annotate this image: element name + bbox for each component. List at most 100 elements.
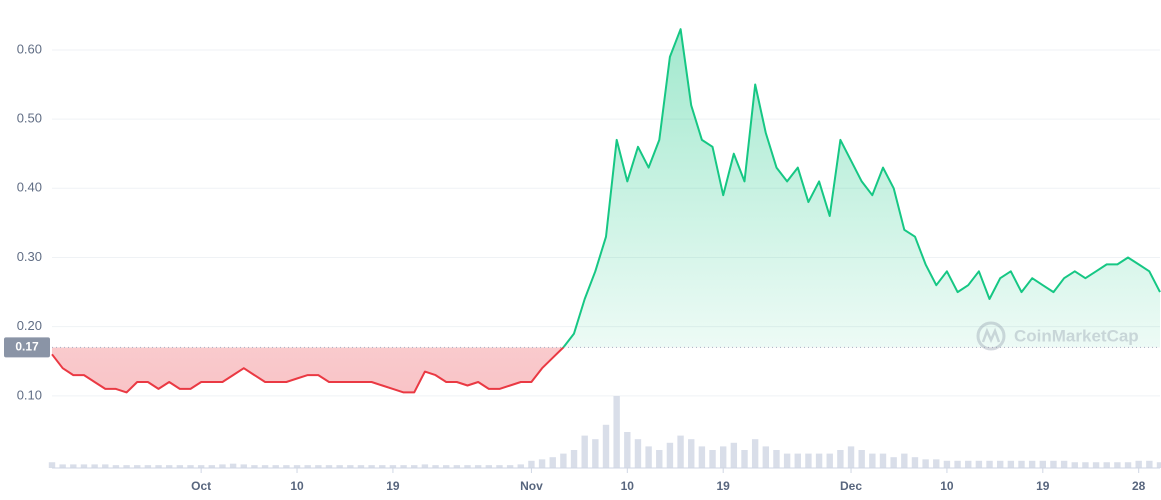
volume-bar bbox=[155, 465, 162, 468]
price-line bbox=[51, 28, 1161, 394]
watermark: CoinMarketCap bbox=[976, 321, 1139, 351]
volume-bar bbox=[954, 460, 961, 468]
volume-bar bbox=[442, 465, 450, 468]
volume-bar bbox=[549, 457, 556, 468]
volume-bar bbox=[91, 464, 98, 468]
volume-bar bbox=[112, 465, 120, 468]
volume-bar bbox=[304, 465, 311, 468]
volume-bar bbox=[176, 465, 184, 468]
volume-bar bbox=[879, 453, 887, 468]
volume-bar bbox=[996, 460, 1004, 468]
volume-bar bbox=[496, 465, 503, 468]
volume-bar bbox=[975, 460, 983, 468]
volume-bar bbox=[688, 439, 695, 468]
volume-bar bbox=[965, 460, 972, 468]
volume-bar bbox=[869, 453, 876, 468]
volume-bar bbox=[187, 465, 194, 468]
volume-bar bbox=[762, 446, 770, 468]
volume-bar bbox=[709, 450, 716, 468]
volume-bar bbox=[485, 465, 493, 468]
volume-bar bbox=[240, 464, 247, 468]
volume-bar bbox=[517, 464, 524, 468]
volume-bar bbox=[347, 465, 354, 468]
volume-bar bbox=[805, 453, 812, 468]
volume-bar bbox=[1092, 462, 1100, 468]
volume-bar bbox=[208, 465, 216, 468]
x-tick-label: 28 bbox=[1132, 479, 1146, 493]
volume-bar bbox=[751, 439, 759, 468]
y-tick-label: 0.10 bbox=[17, 387, 42, 402]
y-tick-label: 0.60 bbox=[17, 41, 42, 56]
volume-bar bbox=[102, 464, 109, 468]
volume-bar bbox=[1028, 460, 1036, 468]
volume-bar bbox=[602, 424, 610, 468]
volume-bar bbox=[794, 453, 801, 468]
volume-bar bbox=[1050, 460, 1057, 468]
volume-bar bbox=[901, 453, 908, 468]
volume-bar bbox=[890, 457, 897, 468]
volume-bar bbox=[315, 465, 322, 468]
volume-bar bbox=[165, 465, 173, 468]
volume-bar bbox=[1103, 462, 1110, 468]
volume-bar bbox=[613, 396, 620, 468]
volume-bar bbox=[48, 462, 56, 468]
volume-bar bbox=[677, 435, 684, 468]
volume-bar bbox=[389, 465, 397, 468]
volume-bar bbox=[783, 453, 791, 468]
volume-bar bbox=[826, 453, 833, 468]
x-tick-label: Dec bbox=[840, 479, 862, 493]
volume-bar bbox=[1156, 462, 1161, 468]
volume-bar bbox=[70, 464, 77, 468]
x-tick-label: 19 bbox=[1036, 479, 1050, 493]
volume-bar bbox=[1060, 460, 1068, 468]
volume-bar bbox=[336, 465, 343, 468]
volume-bar bbox=[272, 465, 279, 468]
volume-bar bbox=[59, 464, 66, 468]
volume-bar bbox=[1124, 462, 1132, 468]
baseline-label-bg bbox=[4, 337, 50, 358]
volume-bar bbox=[719, 446, 727, 468]
volume-bar bbox=[134, 465, 141, 468]
volume-bar bbox=[506, 465, 514, 468]
volume-bar bbox=[815, 453, 823, 468]
volume-bar bbox=[1018, 460, 1025, 468]
volume-bar bbox=[933, 459, 940, 468]
volume-bar bbox=[624, 432, 631, 468]
volume-bar bbox=[741, 450, 748, 468]
volume-bar bbox=[911, 457, 919, 468]
volume-bar bbox=[229, 463, 237, 468]
volume-bar bbox=[986, 460, 993, 468]
x-tick-label: 10 bbox=[290, 479, 304, 493]
volume-bar bbox=[922, 459, 929, 468]
volume-bar bbox=[261, 465, 269, 468]
volume-bar bbox=[634, 439, 642, 468]
volume-bar bbox=[645, 446, 652, 468]
baseline-label: 0.17 bbox=[15, 340, 39, 354]
y-tick-label: 0.20 bbox=[17, 318, 42, 333]
y-tick-label: 0.30 bbox=[17, 249, 42, 264]
volume-bar bbox=[858, 450, 865, 468]
volume-bar bbox=[251, 465, 258, 468]
volume-bar bbox=[283, 465, 290, 468]
volume-bar bbox=[1082, 462, 1089, 468]
volume-bar bbox=[560, 453, 567, 468]
y-tick-label: 0.50 bbox=[17, 111, 42, 126]
volume-bar bbox=[847, 446, 855, 468]
volume-bar bbox=[730, 442, 738, 468]
volume-bar bbox=[432, 465, 439, 468]
volume-bar bbox=[698, 446, 706, 468]
volume-bar bbox=[656, 450, 663, 468]
volume-bar bbox=[1114, 462, 1121, 468]
volume-bar bbox=[773, 450, 780, 468]
volume-bar bbox=[80, 464, 88, 468]
volume-bar bbox=[400, 465, 407, 468]
volume-bar bbox=[293, 465, 301, 468]
volume-bar bbox=[379, 465, 386, 468]
volume-bar bbox=[528, 460, 535, 468]
volume-bar bbox=[1071, 462, 1078, 468]
volume-bar bbox=[570, 450, 578, 468]
x-tick-label: Oct bbox=[191, 479, 211, 493]
watermark-text: CoinMarketCap bbox=[1014, 326, 1139, 345]
volume-bar bbox=[837, 450, 844, 468]
